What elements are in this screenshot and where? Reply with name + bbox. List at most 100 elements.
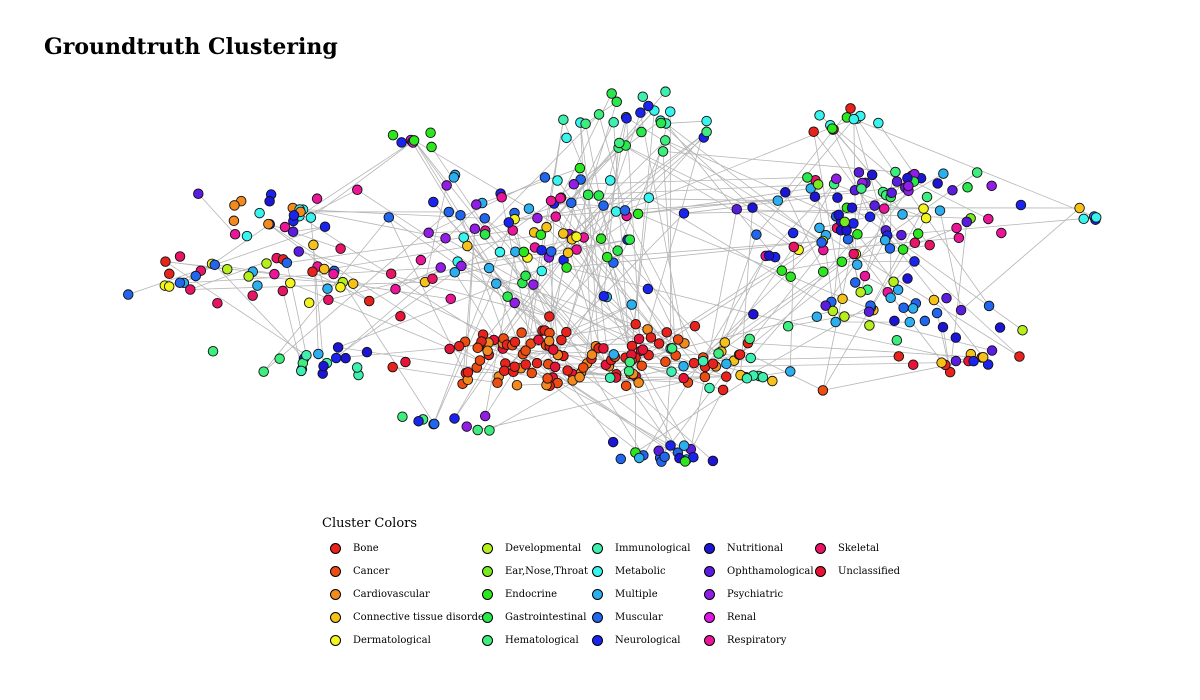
edge — [549, 203, 555, 386]
graph-node — [264, 196, 275, 207]
graph-node — [277, 285, 289, 297]
edge — [640, 112, 685, 344]
graph-node — [330, 352, 342, 364]
edge — [624, 200, 778, 211]
edge — [508, 197, 649, 223]
graph-node — [281, 257, 293, 269]
graph-node — [864, 211, 876, 223]
graph-node — [615, 453, 627, 465]
graph-node — [902, 273, 913, 284]
graph-node — [879, 235, 891, 246]
edge — [939, 210, 962, 311]
graph-node — [767, 375, 778, 387]
edge — [603, 147, 619, 297]
graph-node — [503, 217, 515, 228]
graph-node — [160, 256, 171, 267]
graph-node — [944, 366, 956, 378]
edge — [579, 122, 611, 378]
graph-node — [936, 357, 947, 368]
graph-node — [836, 256, 848, 267]
edge — [887, 172, 978, 236]
edge — [548, 101, 618, 317]
graph-node — [699, 371, 711, 383]
graph-node — [892, 284, 904, 296]
edge — [690, 209, 738, 450]
graph-node — [893, 351, 905, 362]
legend-label: Ophthamological — [727, 566, 814, 577]
graph-node — [516, 327, 527, 338]
edge — [617, 140, 666, 251]
edge — [559, 93, 613, 199]
edge — [484, 114, 600, 231]
graph-node — [968, 355, 979, 367]
legend-label: Bone — [353, 543, 379, 554]
graph-node — [443, 206, 455, 218]
graph-node — [212, 297, 223, 309]
legend-label: Developmental — [505, 543, 582, 554]
graph-node — [636, 126, 647, 138]
graph-node — [556, 334, 567, 346]
graph-node — [561, 262, 572, 273]
edge — [489, 359, 612, 431]
graph-node — [731, 204, 743, 215]
graph-node — [891, 176, 903, 187]
edge — [648, 197, 845, 317]
graph-node — [247, 290, 258, 301]
edge — [292, 207, 446, 239]
graph-node — [856, 183, 867, 194]
graph-node — [934, 205, 946, 216]
legend-swatch — [330, 543, 341, 554]
legend-label: Gastrointestinal — [505, 612, 587, 623]
edge — [624, 115, 861, 211]
legend-label: Unclassified — [838, 566, 901, 577]
graph-node — [425, 127, 436, 138]
graph-node — [873, 117, 884, 129]
graph-node — [610, 206, 622, 217]
legend-item: Dermatological — [330, 635, 431, 646]
graph-node — [543, 335, 555, 347]
graph-node — [568, 179, 580, 190]
graph-node — [830, 316, 841, 328]
graph-node — [274, 353, 285, 364]
edge — [454, 348, 504, 419]
graph-node — [1078, 213, 1089, 225]
edge — [625, 116, 824, 242]
graph-node — [845, 103, 856, 114]
legend-label: Multiple — [615, 589, 658, 600]
graph-node — [635, 107, 646, 118]
graph-node — [802, 172, 813, 183]
edge — [702, 234, 827, 358]
graph-node — [864, 320, 875, 331]
graph-node — [701, 126, 712, 138]
edge — [565, 117, 627, 333]
graph-node — [812, 179, 824, 190]
graph-node — [657, 146, 669, 157]
graph-node — [351, 362, 363, 373]
graph-node — [311, 193, 323, 204]
graph-node — [624, 356, 636, 368]
legend-item: Nutritional — [704, 543, 783, 554]
graph-node — [832, 192, 843, 203]
graph-node — [814, 110, 825, 121]
graph-node — [241, 230, 253, 242]
graph-node — [889, 315, 900, 327]
graph-node — [285, 277, 296, 289]
graph-node — [619, 205, 631, 216]
graph-node — [397, 411, 408, 422]
graph-node — [595, 233, 607, 244]
edge — [538, 323, 636, 341]
graph-node — [550, 211, 562, 222]
graph-node — [931, 307, 943, 319]
graph-node — [269, 268, 280, 280]
graph-node — [846, 202, 858, 213]
edge — [833, 183, 927, 219]
graph-node — [624, 234, 636, 245]
graph-node — [763, 250, 775, 261]
graph-node — [598, 290, 610, 302]
graph-node — [678, 372, 689, 384]
edge — [598, 114, 626, 211]
graph-node — [886, 187, 897, 199]
graph-node — [848, 113, 860, 125]
graph-node — [814, 222, 825, 234]
legend-label: Dermatological — [353, 635, 431, 646]
